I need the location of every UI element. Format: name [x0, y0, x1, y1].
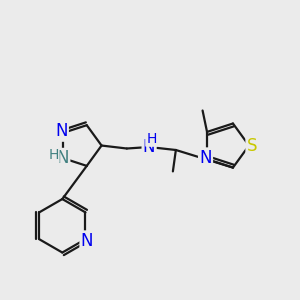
- Text: N: N: [199, 149, 212, 167]
- Text: S: S: [247, 136, 257, 154]
- Text: H: H: [48, 148, 58, 162]
- Text: N: N: [81, 232, 93, 250]
- Text: N: N: [143, 138, 155, 156]
- Text: H: H: [146, 132, 157, 146]
- Text: N: N: [57, 149, 69, 167]
- Text: N: N: [55, 122, 68, 140]
